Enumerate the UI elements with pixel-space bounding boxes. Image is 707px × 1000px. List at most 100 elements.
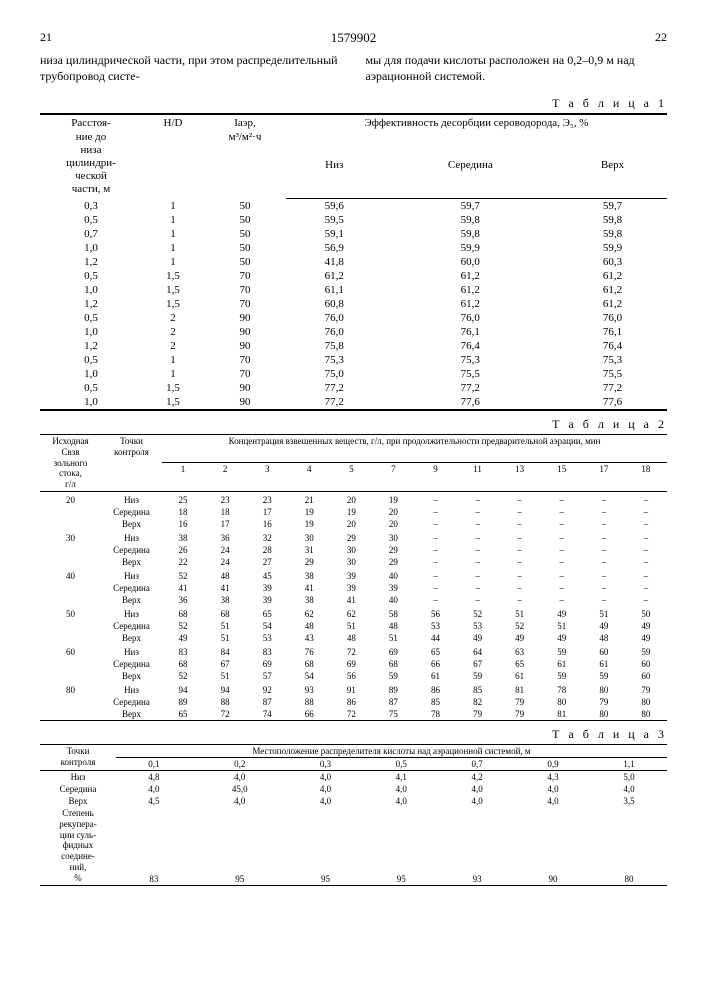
cell: 61,2 (383, 269, 559, 283)
cell: – (499, 568, 541, 582)
t1-h-niz: Низ (286, 157, 383, 198)
cell: 88 (204, 696, 246, 708)
cell-c (40, 582, 101, 594)
cell: 59 (541, 644, 583, 658)
cell-pt: Верх (101, 708, 162, 721)
cell: 4,0 (591, 783, 667, 795)
cell: 56 (330, 670, 372, 682)
cell: 76,0 (286, 311, 383, 325)
cell: – (414, 556, 456, 568)
t2-min-col: 11 (457, 463, 499, 492)
cell: – (541, 506, 583, 518)
cell-pt: Верх (101, 632, 162, 644)
table-row: 0,315059,659,759,7 (40, 199, 667, 214)
cell: 0,7 (40, 227, 142, 241)
cell: 32 (246, 530, 288, 544)
cell: 20 (372, 506, 414, 518)
cell: 3,5 (591, 795, 667, 807)
t1-h-dist: Расстоя- ние до низа цилиндри- ческой ча… (40, 114, 142, 198)
cell-pt: Низ (101, 491, 162, 506)
cell: 39 (246, 594, 288, 606)
cell: 91 (330, 682, 372, 696)
cell: 4,0 (515, 783, 591, 795)
cell: 4,0 (363, 795, 439, 807)
table-row: 40Низ524845383940–––––– (40, 568, 667, 582)
cell: 61,2 (558, 283, 667, 297)
cell: 45,0 (192, 783, 288, 795)
t2-min-col: 2 (204, 463, 246, 492)
cell: 1,5 (142, 381, 204, 395)
cell: 4,0 (116, 783, 192, 795)
cell: 61 (414, 670, 456, 682)
cell-c: 80 (40, 682, 101, 696)
cell: 56 (414, 606, 456, 620)
cell: 70 (204, 297, 286, 311)
cell: – (499, 530, 541, 544)
cell: 50 (204, 255, 286, 269)
cell: 76,4 (558, 339, 667, 353)
cell-c (40, 708, 101, 721)
cell: 1,5 (142, 297, 204, 311)
cell: 75 (372, 708, 414, 721)
cell: 52 (162, 620, 204, 632)
cell: 60 (583, 644, 625, 658)
cell-c (40, 556, 101, 568)
cell: 95 (192, 807, 288, 885)
cell: 49 (499, 632, 541, 644)
cell: 72 (204, 708, 246, 721)
cell: 75,3 (383, 353, 559, 367)
cell: – (414, 582, 456, 594)
cell: – (583, 530, 625, 544)
cell: 17 (204, 518, 246, 530)
cell: 79 (625, 682, 667, 696)
cell: 23 (246, 491, 288, 506)
cell-pt: Низ (101, 568, 162, 582)
cell: 75,3 (286, 353, 383, 367)
cell: 58 (372, 606, 414, 620)
cell: 60,3 (558, 255, 667, 269)
cell: 19 (288, 506, 330, 518)
cell: 1,2 (40, 339, 142, 353)
cell: 76,0 (558, 311, 667, 325)
t2-min-col: 7 (372, 463, 414, 492)
cell: 59 (625, 644, 667, 658)
cell: 18 (204, 506, 246, 518)
cell: 50 (204, 213, 286, 227)
cell: – (583, 506, 625, 518)
cell: 20 (372, 518, 414, 530)
cell: 80 (625, 696, 667, 708)
cell: 61,2 (383, 283, 559, 297)
cell: 84 (204, 644, 246, 658)
cell: 4,5 (116, 795, 192, 807)
cell: 4,0 (439, 783, 515, 795)
table-row: 50Низ686865626258565251495150 (40, 606, 667, 620)
cell-pt: Верх (101, 594, 162, 606)
cell: 90 (204, 311, 286, 325)
cell: 64 (457, 644, 499, 658)
cell: 70 (204, 269, 286, 283)
cell: – (499, 556, 541, 568)
cell: 1 (142, 199, 204, 214)
cell-c: 40 (40, 568, 101, 582)
cell: 18 (162, 506, 204, 518)
cell: 75,8 (286, 339, 383, 353)
cell: 92 (246, 682, 288, 696)
cell-c (40, 670, 101, 682)
table-row: 1,015056,959,959,9 (40, 241, 667, 255)
cell: 27 (246, 556, 288, 568)
table-row: 1,21,57060,861,261,2 (40, 297, 667, 311)
cell-c (40, 696, 101, 708)
cell: 17 (246, 506, 288, 518)
cell: 59,7 (383, 199, 559, 214)
cell: 19 (372, 491, 414, 506)
cell: 57 (246, 670, 288, 682)
cell: 76,0 (383, 311, 559, 325)
cell: 54 (246, 620, 288, 632)
cell: 48 (583, 632, 625, 644)
cell: 59,6 (286, 199, 383, 214)
cell: 66 (288, 708, 330, 721)
cell: – (457, 594, 499, 606)
cell-pt: Верх (101, 670, 162, 682)
cell: 25 (162, 491, 204, 506)
cell-c: 20 (40, 491, 101, 506)
